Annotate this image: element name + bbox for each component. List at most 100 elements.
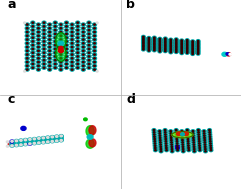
Circle shape <box>32 138 36 141</box>
Circle shape <box>192 131 194 132</box>
Circle shape <box>158 132 162 135</box>
Circle shape <box>93 46 96 49</box>
Circle shape <box>209 144 213 147</box>
Circle shape <box>93 34 96 37</box>
Circle shape <box>181 40 182 41</box>
Circle shape <box>158 49 162 51</box>
Circle shape <box>94 50 95 51</box>
Circle shape <box>82 54 84 55</box>
Circle shape <box>169 45 173 48</box>
Circle shape <box>37 139 41 142</box>
Circle shape <box>142 38 145 41</box>
Circle shape <box>197 42 199 43</box>
Text: d: d <box>126 93 135 106</box>
Circle shape <box>175 49 177 50</box>
Circle shape <box>165 149 168 152</box>
Circle shape <box>169 41 173 44</box>
Circle shape <box>54 56 56 57</box>
Circle shape <box>153 144 157 147</box>
Circle shape <box>59 23 63 26</box>
Circle shape <box>70 60 74 64</box>
Circle shape <box>59 46 63 50</box>
Circle shape <box>66 52 67 53</box>
Circle shape <box>32 22 34 23</box>
Circle shape <box>154 147 156 149</box>
Circle shape <box>187 50 188 51</box>
Circle shape <box>43 37 45 38</box>
Circle shape <box>163 46 167 48</box>
Circle shape <box>154 149 157 152</box>
Circle shape <box>26 31 28 33</box>
Circle shape <box>196 44 200 47</box>
Circle shape <box>82 31 84 33</box>
Circle shape <box>32 142 36 145</box>
Circle shape <box>32 56 34 57</box>
Circle shape <box>165 132 166 133</box>
Circle shape <box>23 143 27 146</box>
Circle shape <box>38 35 39 36</box>
Circle shape <box>48 23 52 26</box>
Circle shape <box>26 28 28 29</box>
Circle shape <box>54 26 56 27</box>
Circle shape <box>66 37 67 38</box>
Circle shape <box>171 149 173 150</box>
Circle shape <box>152 133 156 136</box>
Circle shape <box>54 41 56 42</box>
Circle shape <box>66 33 67 35</box>
Circle shape <box>163 47 167 50</box>
Circle shape <box>25 46 29 49</box>
Circle shape <box>65 51 68 54</box>
Circle shape <box>177 147 178 149</box>
Circle shape <box>163 44 167 47</box>
Circle shape <box>176 134 177 135</box>
Circle shape <box>88 41 90 42</box>
Circle shape <box>193 135 194 136</box>
Circle shape <box>210 150 212 151</box>
Circle shape <box>169 47 173 50</box>
Circle shape <box>59 42 63 45</box>
Circle shape <box>163 131 167 134</box>
Circle shape <box>87 40 91 43</box>
Circle shape <box>65 66 68 69</box>
Circle shape <box>60 54 62 55</box>
Circle shape <box>197 140 201 143</box>
Circle shape <box>29 143 31 145</box>
Circle shape <box>43 26 45 27</box>
Circle shape <box>38 137 40 139</box>
Circle shape <box>76 40 80 43</box>
Circle shape <box>191 132 195 135</box>
Circle shape <box>175 142 179 145</box>
Circle shape <box>226 53 229 55</box>
Circle shape <box>159 44 161 45</box>
Circle shape <box>147 44 151 46</box>
Circle shape <box>59 38 63 41</box>
Circle shape <box>196 47 200 50</box>
Circle shape <box>160 149 162 150</box>
Circle shape <box>187 149 191 152</box>
Circle shape <box>65 21 68 24</box>
Circle shape <box>188 147 189 149</box>
Circle shape <box>87 29 91 32</box>
Circle shape <box>59 31 63 34</box>
Circle shape <box>186 140 190 143</box>
Circle shape <box>88 29 90 31</box>
Circle shape <box>154 46 155 47</box>
Circle shape <box>28 140 32 143</box>
Circle shape <box>163 39 167 41</box>
Circle shape <box>174 48 178 51</box>
Circle shape <box>82 24 84 25</box>
Circle shape <box>54 33 56 35</box>
Circle shape <box>66 45 67 46</box>
Circle shape <box>87 32 91 36</box>
Circle shape <box>169 51 173 54</box>
Circle shape <box>50 138 54 141</box>
Circle shape <box>26 46 28 48</box>
Circle shape <box>36 42 40 45</box>
Circle shape <box>25 27 29 30</box>
Circle shape <box>159 51 161 52</box>
Circle shape <box>177 145 178 146</box>
Circle shape <box>203 131 205 132</box>
Circle shape <box>15 144 18 146</box>
Circle shape <box>191 41 194 44</box>
Circle shape <box>48 42 52 45</box>
